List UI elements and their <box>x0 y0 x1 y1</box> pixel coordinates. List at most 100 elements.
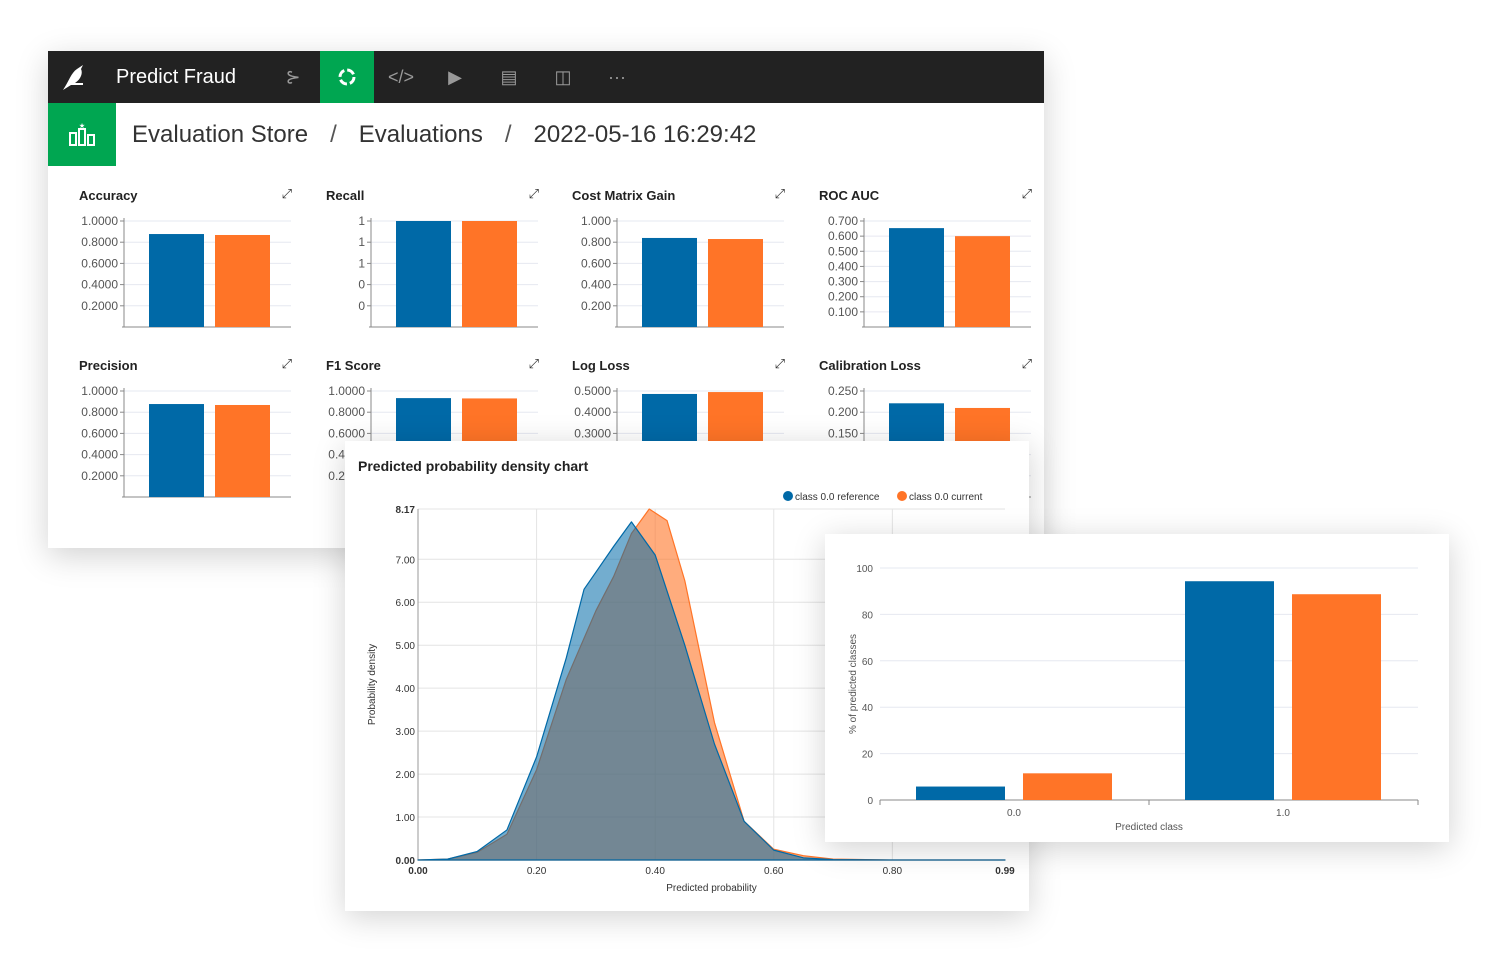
bird-logo-icon[interactable] <box>48 51 104 103</box>
y-tick-label: 1 <box>358 235 365 249</box>
bar-class-0-0-current-1.0 <box>1292 594 1381 800</box>
y-tick-label: 1.0000 <box>81 214 118 228</box>
expand-icon[interactable]: ⤢ <box>1021 356 1032 371</box>
y-tick-label: 1 <box>358 214 365 228</box>
y-tick-label: 0.700 <box>828 214 858 228</box>
density-chart: 0.00 1.00 2.00 3.00 4.00 5.00 6.00 7.00 8.17 0.00… <box>367 491 1015 894</box>
legend-label: class 0.0 reference <box>795 492 880 503</box>
y-tick-label: 0.5000 <box>574 384 611 398</box>
svg-text:★: ★ <box>79 123 85 130</box>
y-tick-label: 1.00 <box>396 813 416 824</box>
breadcrumb: ★ Evaluation Store / Evaluations / 2022-… <box>48 103 1044 166</box>
y-tick-label: 0.100 <box>828 305 858 319</box>
bar-current <box>708 239 763 327</box>
top-toolbar: Predict Fraud ⊱ </> ▶ ▤ ◫ ··· <box>48 51 1044 103</box>
y-tick-label: 0.6000 <box>328 426 365 440</box>
y-tick-label: 5.00 <box>396 641 416 652</box>
y-axis-label: Probability density <box>367 644 378 725</box>
predicted-class-chart: 0 20 40 60 80 100 0.0 1.0 Predicted class % of pr… <box>848 564 1419 833</box>
y-tick-label: 0.500 <box>828 244 858 258</box>
x-tick-label: 0.0 <box>1007 808 1021 819</box>
y-tick-label: 0.300 <box>828 275 858 289</box>
density-chart-title: Predicted probability density chart <box>358 458 589 474</box>
bar-class-0-0-reference-1.0 <box>1185 581 1274 800</box>
x-axis-label: Predicted probability <box>666 883 757 894</box>
y-tick-label: 1 <box>358 256 365 270</box>
expand-icon[interactable]: ⤢ <box>528 356 539 371</box>
y-tick-label: 3.00 <box>396 727 416 738</box>
y-tick-label: 60 <box>862 657 874 668</box>
y-tick-label: 6.00 <box>396 598 416 609</box>
y-tick-label: 0.2000 <box>81 469 118 483</box>
metric-bar-chart: 0 0 1 1 1 <box>358 214 538 328</box>
y-tick-label: 0.400 <box>581 278 611 292</box>
more-icon[interactable]: ··· <box>608 66 626 87</box>
y-tick-label: 1.000 <box>581 214 611 228</box>
y-tick-label: 0.200 <box>581 299 611 313</box>
x-tick-label: 0.00 <box>408 866 428 877</box>
y-tick-label: 0 <box>867 796 873 807</box>
y-tick-label: 0.150 <box>828 426 858 440</box>
y-tick-label: 0.00 <box>396 856 416 867</box>
metric-chart-precision: Precision ⤢ 0.2000 0.4000 0.6000 0.8000 1.0000 <box>79 356 294 518</box>
metric-bar-chart: 0.200 0.400 0.600 0.800 1.000 <box>581 214 784 328</box>
breadcrumb-separator: / <box>330 120 337 148</box>
y-tick-label: 0 <box>358 278 365 292</box>
metric-bar-chart: 0.2000 0.4000 0.6000 0.8000 1.0000 <box>81 214 291 328</box>
y-tick-label: 0.200 <box>828 405 858 419</box>
metric-chart-roc-auc: ROC AUC ⤢ 0.100 0.200 0.300 0.400 0.500 0.600 0.… <box>819 186 1034 348</box>
stack-icon[interactable]: ▤ <box>500 66 518 87</box>
metric-chart-recall: Recall ⤢ 0 0 1 1 1 <box>326 186 541 348</box>
predicted-class-chart-card: 0 20 40 60 80 100 0.0 1.0 Predicted class % of pr… <box>825 534 1449 842</box>
y-tick-label: 0.4000 <box>574 405 611 419</box>
y-tick-label: 8.17 <box>396 505 416 516</box>
breadcrumb-separator: / <box>504 120 512 148</box>
metric-title: Precision <box>79 358 138 373</box>
breadcrumb-evaluation-store[interactable]: Evaluation Store <box>132 120 309 148</box>
run-icon[interactable]: ▶ <box>448 66 462 87</box>
y-tick-label: 0.8000 <box>328 405 365 419</box>
y-tick-label: 0.6000 <box>81 256 118 270</box>
expand-icon[interactable]: ⤢ <box>1021 186 1032 201</box>
x-tick-label: 0.60 <box>764 866 784 877</box>
metric-title: Log Loss <box>572 358 630 373</box>
x-tick-label: 0.80 <box>883 866 903 877</box>
metric-title: ROC AUC <box>819 188 880 203</box>
y-tick-label: 0.4000 <box>81 278 118 292</box>
expand-icon[interactable]: ⤢ <box>281 356 292 371</box>
y-tick-label: 40 <box>862 703 874 714</box>
breadcrumb-evaluations[interactable]: Evaluations <box>358 120 483 148</box>
bar-reference <box>149 234 204 327</box>
y-tick-label: 80 <box>862 610 874 621</box>
evaluation-window: Predict Fraud ⊱ </> ▶ ▤ ◫ ··· ★ Evaluati… <box>48 51 1044 548</box>
y-tick-label: 1.0000 <box>328 384 365 398</box>
legend-marker <box>897 491 907 501</box>
legend-marker <box>783 491 793 501</box>
project-name[interactable]: Predict Fraud <box>116 65 237 88</box>
expand-icon[interactable]: ⤢ <box>528 186 539 201</box>
y-tick-label: 4.00 <box>396 684 416 695</box>
model-icon[interactable] <box>320 51 374 103</box>
y-tick-label: 0 <box>358 299 365 313</box>
bar-class-0-0-reference-0.0 <box>916 786 1005 800</box>
y-tick-label: 0.600 <box>828 229 858 243</box>
breadcrumb-evaluation-date: 2022-05-16 16:29:42 <box>533 120 757 148</box>
y-tick-label: 2.00 <box>396 770 416 781</box>
metric-chart-cost-matrix-gain: Cost Matrix Gain ⤢ 0.200 0.400 0.600 0.800 1.0… <box>572 186 787 348</box>
bar-reference <box>149 404 204 497</box>
expand-icon[interactable]: ⤢ <box>281 186 292 201</box>
y-tick-label: 0.200 <box>828 290 858 304</box>
expand-icon[interactable]: ⤢ <box>774 356 785 371</box>
metric-title: Recall <box>326 188 365 203</box>
metric-title: Accuracy <box>79 188 138 203</box>
bar-reference <box>396 221 451 327</box>
dashboard-icon[interactable]: ◫ <box>554 66 572 87</box>
y-tick-label: 20 <box>862 750 874 761</box>
code-icon[interactable]: </> <box>387 66 415 87</box>
flow-icon[interactable]: ⊱ <box>285 66 301 87</box>
bar-reference <box>642 237 697 327</box>
expand-icon[interactable]: ⤢ <box>774 186 785 201</box>
y-axis-label: % of predicted classes <box>848 634 859 734</box>
y-tick-label: 0.6000 <box>81 426 118 440</box>
bar-current <box>215 404 270 497</box>
